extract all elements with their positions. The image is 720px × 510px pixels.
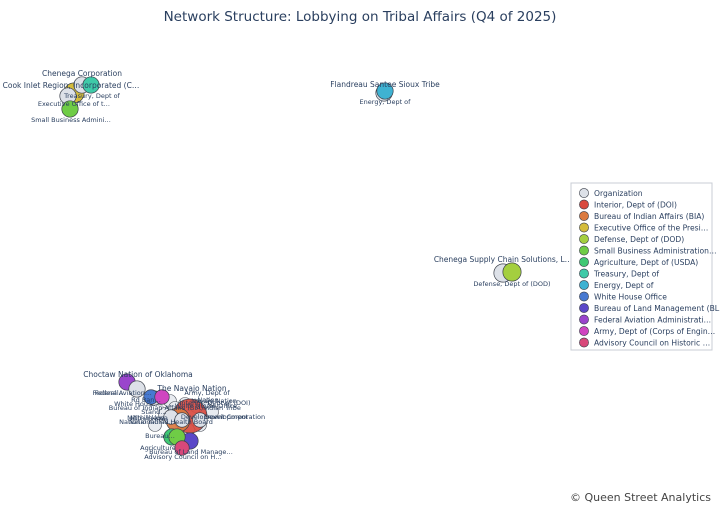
legend-marker[interactable] <box>579 291 589 302</box>
network-node[interactable] <box>174 440 190 456</box>
node-label: Advisory Council on H… <box>144 453 222 461</box>
node-label: Choctaw Nation of Oklahoma <box>83 370 193 379</box>
legend-label[interactable]: White House Office <box>594 292 667 301</box>
legend-marker[interactable] <box>579 303 589 313</box>
legend-marker[interactable] <box>579 211 589 221</box>
legend-marker[interactable] <box>579 268 589 279</box>
node-label: Indian Tribe <box>203 404 241 412</box>
node-label: White Hous… <box>114 400 158 408</box>
node-label: Navajo Nation <box>191 397 237 405</box>
node-label: Bureau of Indian Affairs (BIA) <box>109 404 203 412</box>
credit-text: © Queen Street Analytics <box>570 491 711 504</box>
node-label: Federal Aviation… <box>93 389 152 397</box>
legend-label[interactable]: Bureau of Land Management (BL… <box>594 304 720 313</box>
legend-label[interactable]: Treasury, Dept of <box>593 269 659 278</box>
legend-label[interactable]: Advisory Council on Historic … <box>594 338 710 347</box>
node-label: Development <box>204 413 248 421</box>
node-label: Executive Office of t… <box>38 100 110 108</box>
network-node[interactable] <box>502 262 522 282</box>
node-label: White House Office <box>175 402 237 410</box>
legend-label[interactable]: Defense, Dept of (DOD) <box>594 235 684 244</box>
network-node[interactable] <box>376 82 394 100</box>
node-label: Mith-ih-kwa <box>130 414 168 422</box>
node-layer <box>59 76 522 456</box>
node-label: Flandreau Santee Sioux Tribe <box>330 80 440 89</box>
node-label: Stand… <box>141 408 166 416</box>
legend-marker[interactable] <box>579 245 589 256</box>
legend-label[interactable]: Army, Dept of (Corps of Engin… <box>594 327 715 336</box>
legend-label[interactable]: Energy, Dept of <box>594 281 654 290</box>
node-label: Nation <box>197 396 218 404</box>
node-label: Bureau… <box>145 432 175 440</box>
node-label: Agriculture <box>140 444 176 452</box>
legend-marker[interactable] <box>579 257 589 267</box>
node-label: Cook Inlet Region, Incorporated (C… <box>3 81 140 90</box>
node-label: Small Business Admini… <box>31 116 111 124</box>
legend-marker[interactable] <box>579 188 589 198</box>
node-label: Interior, Dept of (DOI) <box>179 399 250 407</box>
legend-label[interactable]: Executive Office of the Presi… <box>594 223 708 232</box>
legend-marker[interactable] <box>579 280 589 290</box>
network-node[interactable] <box>174 412 190 428</box>
legend-marker[interactable] <box>579 234 589 244</box>
node-label: Mith-ih-kwa <box>127 414 165 422</box>
legend: Organization Interior, Dept of (DOI) Burea… <box>570 182 720 351</box>
legend-marker[interactable] <box>579 222 589 233</box>
node-label: National Indian Health Board <box>119 418 213 426</box>
node-label: National Ind… <box>129 418 175 426</box>
node-label: Defense, Dept of (DOD) <box>473 280 550 288</box>
legend-label[interactable]: Federal Aviation Administrati… <box>594 315 711 324</box>
label-layer: Chenega Corporation Cook Inlet Region, In… <box>3 69 573 461</box>
legend-label[interactable]: Bureau of Indian Affairs (BIA) <box>594 212 704 221</box>
network-node[interactable] <box>128 380 146 398</box>
node-label: Chenega Supply Chain Solutions, L… <box>434 255 572 264</box>
legend-box <box>570 182 713 351</box>
node-label: Army, Dept of <box>184 389 230 397</box>
network-node[interactable] <box>82 76 100 94</box>
chart-title: Network Structure: Lobbying on Tribal Af… <box>164 9 557 25</box>
legend-marker[interactable] <box>579 199 589 210</box>
organization-node[interactable] <box>148 418 162 432</box>
legend-marker[interactable] <box>579 314 589 325</box>
node-label: Federal… <box>95 389 125 397</box>
node-label: Rd Ban… <box>131 396 161 404</box>
legend-marker[interactable] <box>579 326 589 336</box>
legend-label[interactable]: Interior, Dept of (DOI) <box>594 200 677 209</box>
legend-marker[interactable] <box>579 337 589 348</box>
node-label: Energy, Dept of <box>360 98 412 106</box>
node-label: The Navajo Nation <box>156 384 226 393</box>
legend-label[interactable]: Organization <box>594 189 643 198</box>
network-node[interactable] <box>154 389 170 405</box>
legend-label[interactable]: Agriculture, Dept of (USDA) <box>594 258 698 267</box>
node-label: Chenega Corporation <box>42 69 122 78</box>
network-node[interactable] <box>61 100 79 118</box>
node-label: Treasury, Dept of <box>63 92 120 100</box>
legend-label[interactable]: Small Business Administration… <box>594 246 717 255</box>
node-label: Development Corporation <box>181 413 265 421</box>
network-node[interactable] <box>192 412 208 428</box>
node-label: Bureau of Land Manage… <box>149 448 233 456</box>
